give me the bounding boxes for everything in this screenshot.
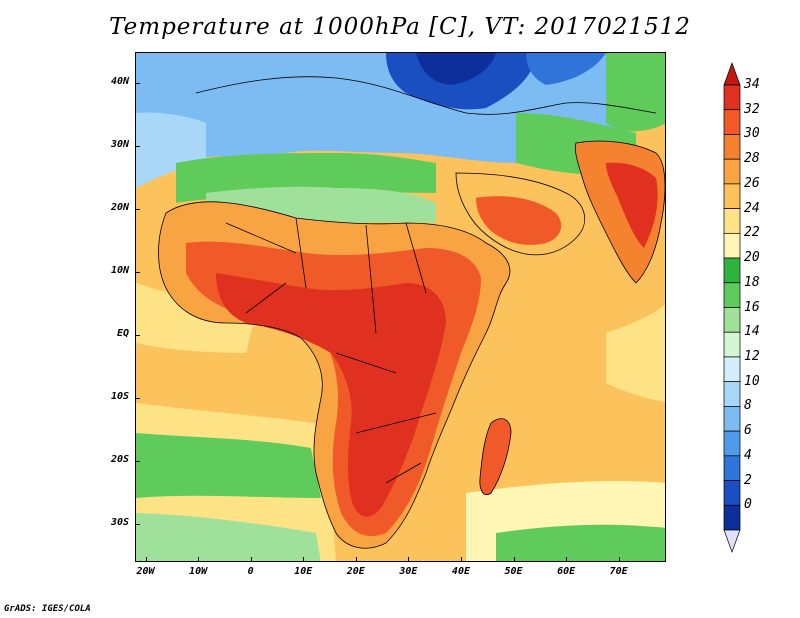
lat-tick-mark [135,461,140,463]
coastline-outlines [158,76,665,549]
colorbar-label: 22 [744,225,760,241]
lon-tick-mark [250,557,252,562]
europe-coldest [416,53,496,85]
map-plot-area [135,52,666,562]
madagascar [479,418,511,495]
lon-tick-label: 10W [189,566,208,577]
lon-tick-label: 20W [136,566,155,577]
lat-tick-mark [135,398,140,400]
lon-tick-mark [566,557,568,562]
lon-tick-mark [408,557,410,562]
colorbar-swatch [723,430,741,457]
africa-land-hottest [216,273,446,517]
colorbar-label: 8 [744,398,752,414]
software-credit: GrADS: IGES/COLA [4,604,91,614]
lon-tick-mark [355,557,357,562]
lat-tick-label: EQ [116,328,129,340]
lon-tick-mark [303,557,305,562]
chart-title: Temperature at 1000hPa [C], VT: 20170215… [109,14,691,40]
lon-tick-label: 0 [247,566,254,577]
colorbar-swatch [723,134,741,160]
lat-tick-mark [135,146,140,148]
southern-ocean-green-band-2 [136,513,321,561]
lon-tick-mark [513,557,515,562]
lat-tick-label: 20N [110,202,129,214]
lat-tick-mark [135,272,140,274]
colorbar-swatch [723,331,741,358]
lon-tick-label: 30E [399,566,418,577]
colorbar-label: 30 [744,126,760,142]
colorbar-swatch [723,232,741,259]
lat-tick-label: 10S [110,391,129,403]
lon-tick-mark [198,557,200,562]
colorbar-label: 6 [744,423,752,439]
colorbar-label: 34 [744,77,760,92]
lat-tick-mark [135,83,140,85]
colorbar-label: 10 [744,373,760,389]
colorbar-label: 0 [744,497,752,513]
lon-tick-mark [618,557,620,562]
lat-tick-label: 30S [110,517,129,529]
colorbar-label: 16 [744,299,760,315]
colorbar-swatch [723,282,741,308]
colorbar-swatch [723,356,741,383]
colorbar-swatch [723,480,741,506]
national-borders [225,217,437,484]
lon-tick-mark [145,557,147,562]
colorbar-swatch [723,257,741,284]
colorbar-swatch [723,109,741,135]
colorbar-label: 28 [744,151,760,167]
lon-tick-label: 10E [294,566,313,577]
lat-tick-label: 30N [110,139,129,151]
india-hot [606,162,658,248]
lat-tick-label: 10N [110,265,129,277]
lat-tick-mark [135,335,140,337]
north-atlantic-pale-blue [136,112,206,188]
lon-tick-mark [460,557,462,562]
colorbar-swatch [723,381,741,407]
indian-ocean-pale [606,304,665,403]
colorbar-overflow-high [723,61,741,86]
colorbar-label: 12 [744,348,760,364]
lon-tick-label: 70E [609,566,628,577]
colorbar-swatch [723,504,741,531]
temperature-field-map [136,53,665,561]
colorbar-swatch [723,307,741,333]
turkey-cold [526,53,606,85]
colorbar-swatch [723,158,741,185]
madagascar-coastline [479,418,512,495]
colorbar-label: 26 [744,175,760,191]
lon-tick-label: 60E [557,566,576,577]
colorbar-label: 4 [744,447,752,463]
lat-tick-mark [135,524,140,526]
colorbar-swatch [723,208,741,234]
lon-tick-label: 50E [504,566,523,577]
colorbar-swatch [723,183,741,209]
india-coastline [574,140,665,284]
lat-tick-mark [135,209,140,211]
southern-ocean-east-green [496,524,665,561]
colorbar-swatch [723,406,741,432]
colorbar-label: 20 [744,250,760,266]
colorbar-swatch [723,455,741,481]
arabia-hot [476,196,562,245]
colorbar-label: 18 [744,274,760,290]
colorbar-label: 24 [744,200,760,216]
lat-tick-label: 20S [110,454,129,466]
atlantic-pale-region [136,283,256,353]
colorbar-overflow-low [723,529,741,554]
southern-ocean-green-band [136,433,321,498]
arabia-coastline [455,172,585,256]
colorbar-swatch [723,84,741,111]
lat-tick-label: 40N [110,76,129,88]
lon-tick-label: 20E [346,566,365,577]
europe-coastline [195,76,657,115]
colorbar-label: 14 [744,324,760,340]
colorbar-label: 2 [744,472,752,488]
colorbar-label: 32 [744,101,760,117]
lon-tick-label: 40E [451,566,470,577]
